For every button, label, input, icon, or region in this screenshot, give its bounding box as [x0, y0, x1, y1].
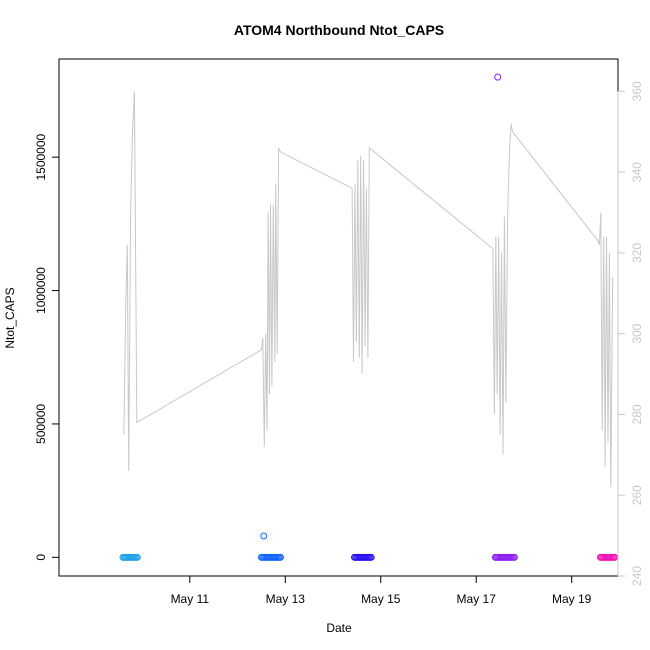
scatter-point [494, 73, 502, 81]
y2-tick-label: 300 [630, 323, 644, 343]
x-tick-label: May 13 [266, 592, 306, 606]
axes-layer: May 11 May 13 May 15 May 17 May 19 0 500000 100… [34, 81, 644, 606]
x-axis-label: Date [326, 621, 352, 635]
x-tick-label: May 19 [552, 592, 592, 606]
y-tick-label: 1000000 [34, 267, 48, 314]
y2-tick-label: 240 [630, 566, 644, 586]
plot-frame [58, 58, 619, 577]
scatter-point [260, 532, 268, 540]
y2-tick-label: 280 [630, 404, 644, 424]
y-tick-label: 0 [34, 554, 48, 561]
scatter-point [510, 553, 518, 561]
temperature-line [123, 91, 614, 488]
y2-tick-label: 340 [630, 162, 644, 182]
chart-title: ATOM4 Northbound Ntot_CAPS [234, 22, 444, 38]
scatter-point [133, 553, 141, 561]
y-tick-label: 500000 [34, 404, 48, 444]
x-tick-label: May 11 [171, 592, 210, 606]
scatter-point [367, 553, 375, 561]
scatter-layer [119, 73, 619, 561]
y2-tick-label: 260 [630, 485, 644, 505]
x-tick-label: May 15 [361, 592, 401, 606]
temperature-line-layer [123, 91, 614, 488]
y-tick-label: 1500000 [34, 133, 48, 180]
y2-tick-label: 360 [630, 81, 644, 101]
y2-tick-label: 320 [630, 243, 644, 263]
x-tick-label: May 17 [457, 592, 497, 606]
y-axis-label: Ntot_CAPS [3, 287, 17, 348]
scatter-point [276, 553, 284, 561]
